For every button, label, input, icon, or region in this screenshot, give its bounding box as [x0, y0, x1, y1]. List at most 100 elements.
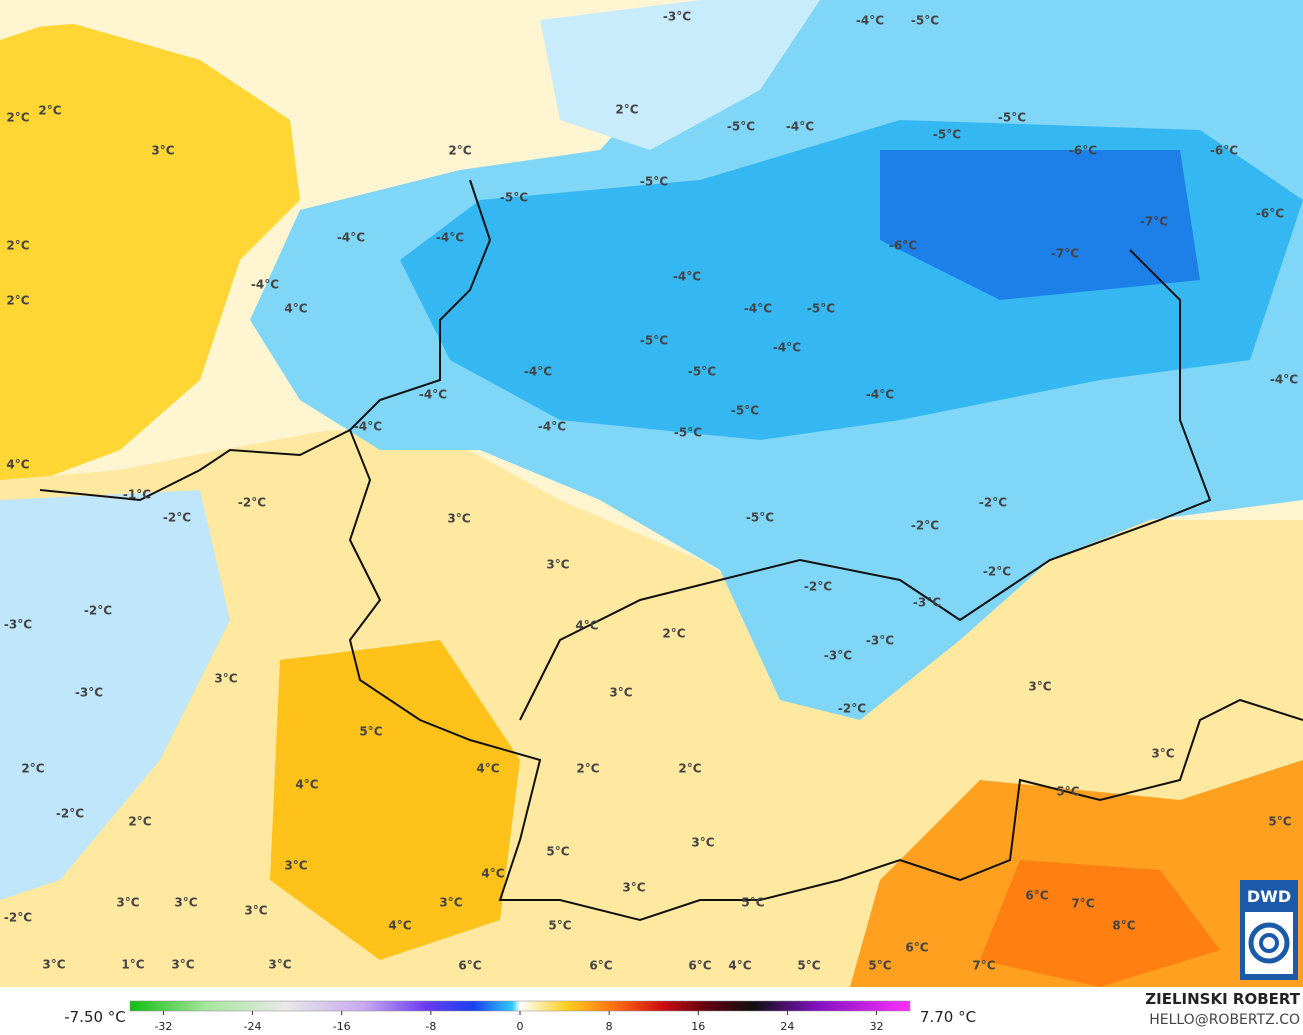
- temperature-label: -2°C: [804, 580, 832, 594]
- temperature-label: -6°C: [1069, 144, 1097, 158]
- temperature-label: -6°C: [889, 239, 917, 253]
- colorbar-tick-label: -8: [425, 1020, 436, 1033]
- temperature-label: 2°C: [6, 239, 29, 253]
- temperature-label: -5°C: [746, 511, 774, 525]
- temperature-label: 3°C: [1028, 680, 1051, 694]
- colorbar-gradient: [129, 1000, 911, 1012]
- temperature-label: 5°C: [797, 959, 820, 973]
- colorbar-max: 7.70 °C: [920, 1008, 976, 1026]
- temperature-label: -5°C: [933, 128, 961, 142]
- colorbar-min: -7.50 °C: [64, 1008, 126, 1026]
- temperature-label: -2°C: [84, 604, 112, 618]
- colorbar-tick-label: 0: [517, 1020, 524, 1033]
- temperature-label: 4°C: [284, 302, 307, 316]
- temperature-label: -1°C: [123, 488, 151, 502]
- temperature-label: 2°C: [6, 294, 29, 308]
- temperature-label: 5°C: [1056, 785, 1079, 799]
- logo: DWD: [1240, 880, 1298, 980]
- logo-swirl: [1248, 922, 1290, 964]
- temperature-label: 3°C: [174, 896, 197, 910]
- temperature-label: -4°C: [866, 388, 894, 402]
- temperature-label: -3°C: [913, 596, 941, 610]
- temperature-label: -5°C: [688, 365, 716, 379]
- temperature-label: -3°C: [663, 10, 691, 24]
- colorbar-tick-label: 24: [780, 1020, 794, 1033]
- temperature-label: -4°C: [1270, 373, 1298, 387]
- temperature-label: 2°C: [38, 104, 61, 118]
- temperature-label: -5°C: [640, 175, 668, 189]
- temperature-label: -5°C: [731, 404, 759, 418]
- temperature-label: 6°C: [905, 941, 928, 955]
- temperature-label: 2°C: [576, 762, 599, 776]
- colorbar-tick-label: 16: [691, 1020, 705, 1033]
- temperature-label: 5°C: [1268, 815, 1291, 829]
- temperature-label: 2°C: [448, 144, 471, 158]
- colorbar-tick-label: -32: [154, 1020, 172, 1033]
- temperature-label: 2°C: [21, 762, 44, 776]
- temperature-label: -2°C: [983, 565, 1011, 579]
- colorbar-tick-label: 32: [870, 1020, 884, 1033]
- temperature-label: -4°C: [856, 14, 884, 28]
- temperature-label: 6°C: [1025, 889, 1048, 903]
- temperature-label: -5°C: [807, 302, 835, 316]
- colorbar-tick-label: -16: [333, 1020, 351, 1033]
- temperature-label: -2°C: [838, 702, 866, 716]
- temperature-label: 3°C: [214, 672, 237, 686]
- temperature-label: 4°C: [388, 919, 411, 933]
- temperature-label: 3°C: [609, 686, 632, 700]
- temperature-label: 3°C: [171, 958, 194, 972]
- temperature-label: 3°C: [42, 958, 65, 972]
- credit-contact: HELLO@ROBERTZ.CO: [1149, 1012, 1300, 1028]
- temperature-label: 3°C: [691, 836, 714, 850]
- temperature-label: -4°C: [673, 270, 701, 284]
- temperature-label: -4°C: [337, 231, 365, 245]
- temperature-label: 6°C: [458, 959, 481, 973]
- colorbar-tick-label: -24: [244, 1020, 262, 1033]
- temperature-label: 3°C: [268, 958, 291, 972]
- temperature-label: -3°C: [75, 686, 103, 700]
- temperature-label: 3°C: [151, 144, 174, 158]
- temperature-label: 3°C: [244, 904, 267, 918]
- temperature-label: -4°C: [786, 120, 814, 134]
- temperature-label: 3°C: [439, 896, 462, 910]
- temperature-label: -2°C: [979, 496, 1007, 510]
- temperature-label: 3°C: [116, 896, 139, 910]
- temperature-label: 5°C: [548, 919, 571, 933]
- temperature-label: 3°C: [1151, 747, 1174, 761]
- temperature-label: 4°C: [728, 959, 751, 973]
- temperature-label: 3°C: [284, 859, 307, 873]
- temperature-label: 5°C: [741, 896, 764, 910]
- temperature-label: 3°C: [546, 558, 569, 572]
- temperature-label: 4°C: [295, 778, 318, 792]
- temperature-label: -4°C: [773, 341, 801, 355]
- temperature-label: -4°C: [436, 231, 464, 245]
- temperature-label: 3°C: [622, 881, 645, 895]
- temperature-labels: 2°C 2°C 3°C 2°C 2°C -3°C -4°C -5°C -5°C -4°C -5°C -…: [4, 10, 1298, 973]
- temperature-label: 4°C: [476, 762, 499, 776]
- borders: [39, 179, 1303, 922]
- temperature-label: 2°C: [128, 815, 151, 829]
- temperature-label: -2°C: [163, 511, 191, 525]
- temperature-label: 2°C: [615, 103, 638, 117]
- temperature-label: -2°C: [4, 911, 32, 925]
- temperature-label: -5°C: [998, 111, 1026, 125]
- temperature-label: -6°C: [1210, 144, 1238, 158]
- temperature-label: 3°C: [447, 512, 470, 526]
- temperature-label: -4°C: [251, 278, 279, 292]
- temperature-label: -5°C: [727, 120, 755, 134]
- temperature-label: -2°C: [911, 519, 939, 533]
- temperature-label: 2°C: [678, 762, 701, 776]
- temperature-label: -5°C: [640, 334, 668, 348]
- temperature-label: 7°C: [1071, 897, 1094, 911]
- temperature-label: -7°C: [1051, 247, 1079, 261]
- temperature-label: -3°C: [824, 649, 852, 663]
- temperature-label: -5°C: [674, 426, 702, 440]
- temperature-label: -5°C: [500, 191, 528, 205]
- temperature-label: 6°C: [589, 959, 612, 973]
- temperature-label: 2°C: [662, 627, 685, 641]
- colorbar: [129, 1000, 911, 1012]
- temperature-label: -4°C: [538, 420, 566, 434]
- temperature-label: -4°C: [419, 388, 447, 402]
